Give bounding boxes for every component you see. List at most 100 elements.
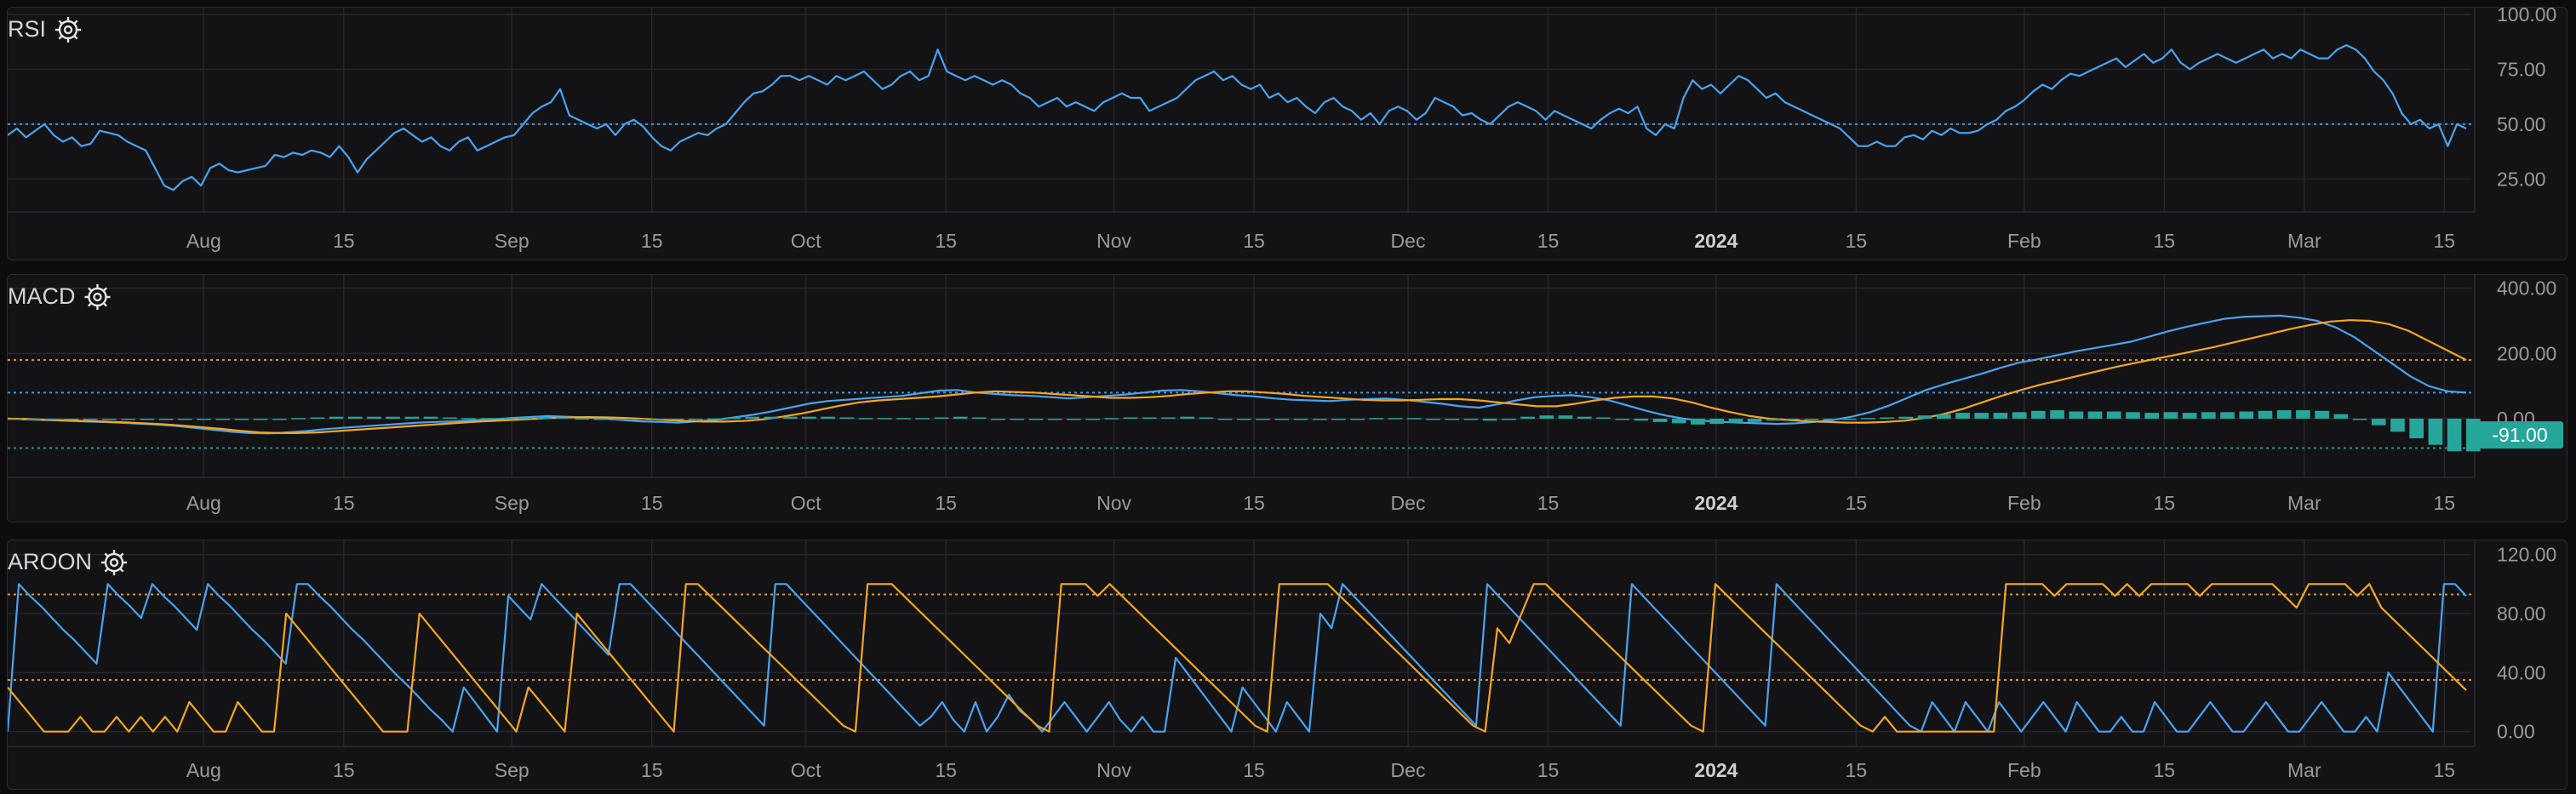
series-line	[8, 319, 2467, 434]
gear-icon-ring	[88, 287, 107, 307]
histogram-bar	[140, 419, 155, 420]
histogram-bar	[1256, 419, 1270, 420]
rsi-panel: 100.00 75.00 50.00 25.00 Aug 15 Sep 15 Oct 15 Nov 1…	[7, 7, 2567, 260]
histogram-bar	[158, 419, 174, 420]
histogram-bar	[499, 418, 514, 420]
histogram-bar	[386, 416, 400, 419]
histogram-bar	[1047, 419, 1062, 420]
gear-icon[interactable]	[101, 550, 128, 575]
x-tick-label: 15	[1846, 492, 1868, 514]
histogram-bar	[2258, 410, 2273, 419]
histogram-bar	[1747, 419, 1762, 422]
x-tick-label: Mar	[2287, 492, 2321, 514]
rsi-chart: 100.00 75.00 50.00 25.00 Aug 15 Sep 15 Oct 15 Nov 1…	[8, 8, 2556, 252]
histogram-bar	[310, 417, 325, 419]
histogram-bar	[2012, 412, 2027, 419]
x-tick-label: Feb	[2007, 759, 2041, 781]
histogram-bar	[442, 417, 457, 419]
histogram-bar	[234, 419, 249, 420]
histogram-bar	[782, 416, 798, 419]
histogram-bar	[1728, 419, 1743, 423]
histogram-bar	[1917, 415, 1932, 419]
histogram-bar	[1634, 419, 1649, 421]
gear-icon[interactable]	[84, 284, 111, 310]
y-tick-label: 25.00	[2497, 168, 2546, 190]
x-tick-label: 15	[935, 492, 957, 514]
histogram-bar	[971, 417, 987, 419]
histogram-bar	[1558, 415, 1573, 419]
histogram-bar	[83, 419, 98, 420]
histogram-bar	[2333, 414, 2349, 419]
y-tick-label: 100.00	[2497, 8, 2556, 26]
gear-icon-teeth	[101, 550, 128, 575]
histogram-bar	[934, 417, 949, 419]
y-tick-label: 40.00	[2497, 661, 2546, 683]
x-tick-label: Nov	[1096, 492, 1131, 514]
x-tick-label: 15	[935, 759, 957, 781]
histogram-bar	[821, 416, 835, 419]
histogram-bar	[1067, 419, 1081, 420]
x-tick-label: 15	[1846, 759, 1868, 781]
histogram-bar	[707, 418, 722, 420]
x-tick-label: 15	[1846, 230, 1868, 252]
histogram-bar	[1350, 419, 1365, 420]
x-tick-label: Aug	[186, 230, 221, 252]
histogram-bar	[1861, 418, 1875, 420]
value-badge	[2476, 421, 2563, 449]
histogram-bar	[537, 417, 552, 420]
histogram-bar	[518, 417, 533, 420]
value-badge-label: -91.00	[2492, 424, 2547, 446]
histogram-bar	[1823, 419, 1838, 420]
indicator-title: AROON	[8, 549, 92, 574]
histogram-bar	[1085, 419, 1100, 420]
histogram-bar	[1028, 419, 1044, 420]
histogram-bar	[2220, 412, 2235, 419]
x-tick-label: 15	[641, 492, 663, 514]
histogram-bar	[877, 418, 892, 420]
histogram-bar	[2276, 410, 2292, 419]
x-tick-label: 15	[1243, 230, 1265, 252]
histogram-bar	[2163, 412, 2178, 419]
histogram-bar	[1161, 417, 1176, 419]
gear-icon[interactable]	[55, 17, 82, 43]
histogram-bar	[423, 416, 438, 419]
histogram-bar	[593, 419, 609, 420]
histogram-bar	[2296, 410, 2310, 419]
histogram-bar	[2126, 412, 2140, 419]
histogram-bar	[1691, 419, 1705, 425]
histogram-bar	[64, 419, 79, 420]
series-line	[8, 583, 2467, 733]
histogram-bar	[291, 418, 306, 420]
histogram-bar	[991, 419, 1005, 420]
histogram-bar	[1445, 419, 1460, 420]
histogram-bar	[2390, 419, 2405, 432]
histogram-bar	[1104, 418, 1119, 420]
x-tick-label: 15	[2154, 759, 2176, 781]
x-tick-label: Dec	[1391, 492, 1426, 514]
x-tick-label: Sep	[495, 759, 530, 781]
histogram-bar	[8, 419, 22, 420]
y-tick-label: 0.00	[2497, 721, 2535, 743]
x-tick-label: 15	[2154, 230, 2176, 252]
y-tick-label: 400.00	[2497, 277, 2556, 300]
y-tick-label: 200.00	[2497, 342, 2556, 364]
histogram-bar	[669, 419, 684, 420]
histogram-bar	[2447, 419, 2462, 452]
x-tick-label: Nov	[1096, 230, 1131, 252]
x-tick-label: Oct	[791, 492, 821, 514]
histogram-bar	[2371, 419, 2386, 426]
x-tick-label: 15	[1243, 492, 1265, 514]
x-tick-label: Feb	[2007, 230, 2041, 252]
histogram-bar	[1615, 419, 1629, 420]
histogram-bar	[2031, 410, 2046, 419]
histogram-bar	[2352, 419, 2367, 420]
histogram-bar	[1709, 419, 1725, 425]
indicator-title: MACD	[8, 283, 76, 309]
histogram-bar	[1936, 414, 1951, 419]
histogram-bar	[1596, 417, 1611, 419]
histogram-bar	[1993, 413, 2008, 419]
x-tick-label: Nov	[1096, 759, 1131, 781]
histogram-bar	[177, 419, 192, 420]
histogram-bar	[1463, 419, 1479, 420]
gear-icon-hub	[109, 557, 119, 568]
